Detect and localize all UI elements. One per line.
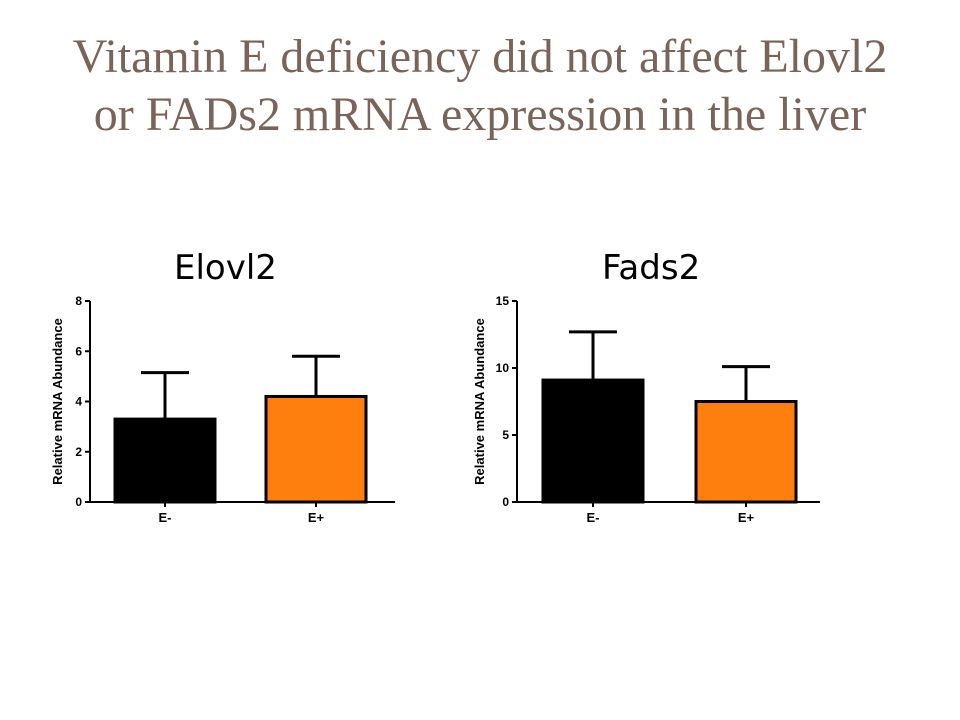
elovl2-y-tick-label: 4 [75,395,82,409]
elovl2-y-tick-label: 6 [75,344,82,358]
fads2-chart-title: Fads2 [602,248,701,288]
slide-title: Vitamin E deficiency did not affect Elov… [0,28,960,144]
elovl2-y-tick-label: 8 [75,294,82,308]
elovl2-category-label-e-plus: E+ [308,510,325,525]
fads2-y-tick-label: 0 [502,495,509,509]
elovl2-bar-e-plus [264,394,368,504]
elovl2-bar-e-minus [113,417,217,504]
fads2-y-tick-label: 10 [496,361,510,375]
fads2-category-label-e-minus: E- [587,510,600,525]
elovl2-category-label-e-minus: E- [159,510,172,525]
elovl2-y-tick-label: 2 [75,445,82,459]
elovl2-y-axis-label: Relative mRNA Abundance [50,318,65,485]
slide-title-line-1: Vitamin E deficiency did not affect Elov… [72,30,888,83]
slide-title-line-2: or FADs2 mRNA expression in the liver [93,88,867,141]
fads2-category-label-e-plus: E+ [738,510,755,525]
fads2-y-tick-label: 5 [502,428,509,442]
elovl2-y-tick-label: 0 [75,495,82,509]
fads2-bar-e-minus [541,378,645,504]
fads2-y-axis-label: Relative mRNA Abundance [472,318,487,485]
fads2-bar-e-plus [694,400,798,504]
fads2-y-tick-label: 15 [496,294,510,308]
elovl2-chart-title: Elovl2 [174,248,277,288]
